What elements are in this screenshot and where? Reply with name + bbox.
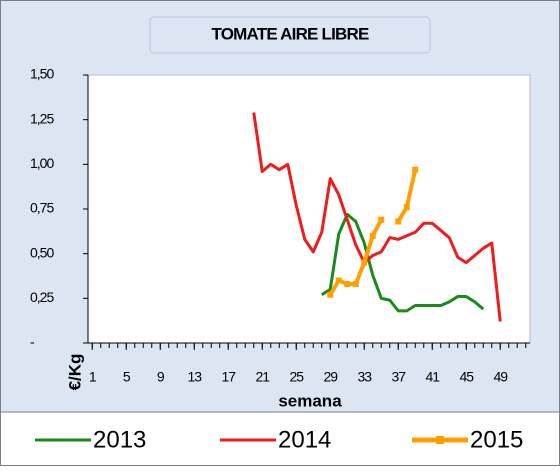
plot-area [87, 74, 531, 344]
y-tick-label: 0,75 [30, 200, 54, 216]
data-point [395, 218, 402, 225]
data-point [352, 281, 359, 288]
legend-label: 2013 [93, 426, 146, 453]
data-point [412, 166, 419, 173]
x-tick-label: 25 [289, 369, 304, 385]
x-tick-label: 17 [221, 369, 236, 385]
data-point [403, 204, 410, 211]
data-point [335, 277, 342, 284]
data-point [378, 216, 385, 223]
legend-marker [436, 436, 444, 444]
x-tick-label: 21 [255, 369, 270, 385]
x-tick-label: 33 [357, 369, 372, 385]
x-tick-label: 45 [459, 369, 474, 385]
x-tick-label: 41 [425, 369, 440, 385]
y-tick-label: 1,00 [30, 155, 54, 171]
data-line [320, 212, 485, 313]
x-axis-label: semana [278, 391, 342, 410]
data-point [361, 259, 368, 266]
y-tick-label: 1,50 [30, 66, 54, 82]
y-tick-label: - [30, 334, 35, 350]
data-point [327, 291, 334, 298]
x-tick-label: 29 [323, 369, 338, 385]
x-tick-label: 1 [89, 369, 97, 385]
y-axis-label: €/Kg [65, 354, 84, 391]
y-tick-label: 0,50 [30, 244, 54, 260]
title-box [149, 16, 431, 54]
y-tick-label: 0,25 [30, 289, 54, 305]
data-point [369, 232, 376, 239]
data-point [344, 281, 351, 288]
x-tick-label: 5 [123, 369, 131, 385]
legend-label: 2014 [278, 426, 331, 453]
x-tick-label: 9 [157, 369, 165, 385]
data-line [252, 112, 502, 322]
x-tick-label: 37 [391, 369, 406, 385]
x-tick-label: 49 [493, 369, 508, 385]
chart-title: TOMATE AIRE LIBRE [211, 24, 368, 43]
y-tick-label: 1,25 [30, 110, 54, 126]
x-tick-label: 13 [187, 369, 202, 385]
legend-label: 2015 [470, 426, 523, 453]
